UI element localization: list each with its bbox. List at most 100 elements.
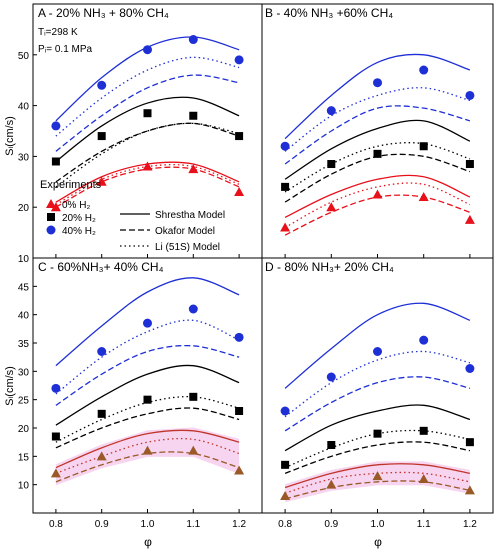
panel-d-point-circle — [465, 364, 475, 373]
panel-b-curve-shrestha — [284, 53, 471, 140]
panel-c-point-square — [143, 395, 152, 404]
panel-c-ytick-label: 40 — [18, 311, 30, 322]
panel-d-curve-shrestha — [284, 404, 471, 452]
panel-b-point-triangle — [418, 192, 429, 202]
legend-label-0pct: 0% H₂ — [62, 200, 90, 211]
panel-c-xtick-label: 1.2 — [232, 519, 246, 530]
panel-c-ytick-label: 20 — [18, 424, 30, 435]
panel-b-curve-okafor — [284, 105, 471, 165]
panel-b-point-triangle — [280, 222, 291, 232]
panel-c-point-triangle — [96, 451, 107, 461]
panel-d-point-triangle — [372, 471, 383, 481]
panel-a-point-square — [189, 111, 198, 120]
legend-label-20pct: 20% H₂ — [62, 213, 96, 224]
panel-d-title: D - 80% NH₃+ 20% CH₄ — [265, 260, 394, 274]
panel-c-curve-li-51s — [55, 437, 240, 474]
panel-b-point-square — [281, 182, 290, 191]
legend-label-li: Li (51S) Model — [155, 242, 220, 253]
panel-a-curve-shrestha — [55, 96, 240, 162]
panel-a-ytick-label: 40 — [18, 102, 30, 113]
panel-c-point-circle — [234, 332, 244, 342]
panel-c-curve-shrestha — [55, 277, 240, 367]
panel-d-point-square — [465, 438, 474, 447]
panel-b-point-circle — [280, 141, 290, 151]
panel-c-point-square — [51, 432, 60, 441]
panel-c: 10 15 20 25 30 35 40 45 0.8 0.9 1.0 1.1 1.2 — [18, 257, 263, 530]
panel-b-point-triangle — [372, 189, 383, 199]
panel-c-point-triangle — [188, 445, 199, 455]
panel-c-title: C - 60%NH₃+ 40% CH₄ — [38, 260, 164, 274]
panel-b-curve-shrestha — [284, 119, 471, 180]
panel-a-point-circle — [143, 45, 152, 55]
panel-b-point-square — [419, 142, 428, 151]
panel-d-point-triangle — [464, 485, 475, 495]
panel-d-curve-shrestha — [284, 463, 471, 489]
panel-b-point-square — [327, 160, 336, 169]
panel-a-point-square — [143, 109, 152, 118]
panel-d-point-triangle — [326, 479, 337, 489]
panel-a-curve-li-51s — [55, 122, 240, 188]
panel-c-curve-shrestha — [55, 364, 240, 426]
panel-c-point-triangle — [142, 445, 153, 455]
legend-marker-20pct — [47, 213, 55, 221]
panel-d-point-circle — [280, 406, 290, 416]
panel-d-curve-li-51s — [284, 350, 471, 418]
panel-a-point-circle — [97, 80, 107, 90]
legend-label-shrestha: Shrestha Model — [155, 210, 225, 221]
panel-d-point-triangle — [280, 491, 291, 500]
panel-c-curve-okafor — [55, 344, 240, 406]
panel-d-xlabel: φ — [374, 535, 382, 549]
panel-d-point-square — [281, 460, 290, 469]
panel-d-curve-okafor — [284, 441, 471, 474]
panel-c-xlabel: φ — [144, 535, 152, 549]
panel-d-xtick-label: 1.1 — [417, 519, 431, 530]
legend-marker-40pct — [46, 225, 56, 235]
panel-c-xtick-label: 0.8 — [49, 519, 63, 530]
panel-c-ytick-label: 45 — [18, 282, 30, 293]
panel-a-ytick-label: 20 — [18, 203, 30, 214]
panel-d-point-circle — [373, 347, 382, 356]
panel-b-frame — [261, 3, 494, 259]
panel-b-curve-okafor — [284, 194, 471, 236]
panel-c-point-triangle — [234, 465, 245, 475]
panel-d-xtick-label: 1.0 — [371, 519, 385, 530]
panel-c-ytick-label: 10 — [18, 481, 30, 492]
panel-c-highlight-band — [55, 427, 240, 486]
panel-a-pressure: Pᵢ= 0.1 MPa — [38, 44, 93, 55]
panel-a-title: A - 20% NH₃ + 80% CH₄ — [38, 6, 169, 20]
panel-b-point-triangle — [464, 214, 475, 224]
panel-c-ytick-label: 30 — [18, 367, 30, 378]
panel-c-point-triangle — [50, 468, 61, 478]
panel-c-point-square — [189, 392, 198, 401]
panel-a-point-triangle — [234, 186, 245, 196]
panel-a-ytick-label: 10 — [18, 254, 30, 265]
panel-a-point-square — [97, 132, 106, 141]
panel-b-point-circle — [326, 106, 336, 116]
panel-c-curve-okafor — [55, 451, 240, 483]
panel-a-point-circle — [234, 55, 244, 65]
panel-c-xtick-label: 1.1 — [186, 519, 200, 530]
panel-d-curve-shrestha — [284, 302, 471, 389]
panel-b — [261, 3, 494, 259]
panel-c-ytick-label: 15 — [18, 452, 30, 463]
panel-a-point-triangle — [50, 202, 61, 212]
panel-a-ytick-label: 30 — [18, 152, 30, 163]
panel-a-ylabel: Sₗ(cm/s) — [4, 116, 16, 156]
panel-c-curve-li-51s — [55, 319, 240, 395]
panel-d-point-square — [419, 426, 428, 435]
panel-b-point-square — [465, 160, 474, 169]
panel-c-point-circle — [51, 383, 61, 393]
panels: 10 20 30 40 50 10 15 20 25 30 35 40 45 0.8 0.9 1.0 1.1 1.… — [18, 3, 494, 530]
panel-c-point-circle — [188, 304, 198, 314]
panel-c-xtick-label: 1.0 — [141, 519, 155, 530]
panel-d-xtick-label: 0.8 — [278, 519, 292, 530]
panel-c-point-circle — [143, 318, 152, 328]
panel-d-point-square — [373, 429, 382, 438]
panel-b-point-circle — [419, 65, 429, 75]
panel-a-curve-li-51s — [55, 56, 240, 137]
panel-d-xtick-label: 1.2 — [463, 519, 477, 530]
panel-d-point-square — [327, 441, 336, 449]
panel-c-point-square — [97, 409, 106, 418]
panel-b-title: B - 40% NH₃ +60% CH₄ — [265, 6, 393, 20]
